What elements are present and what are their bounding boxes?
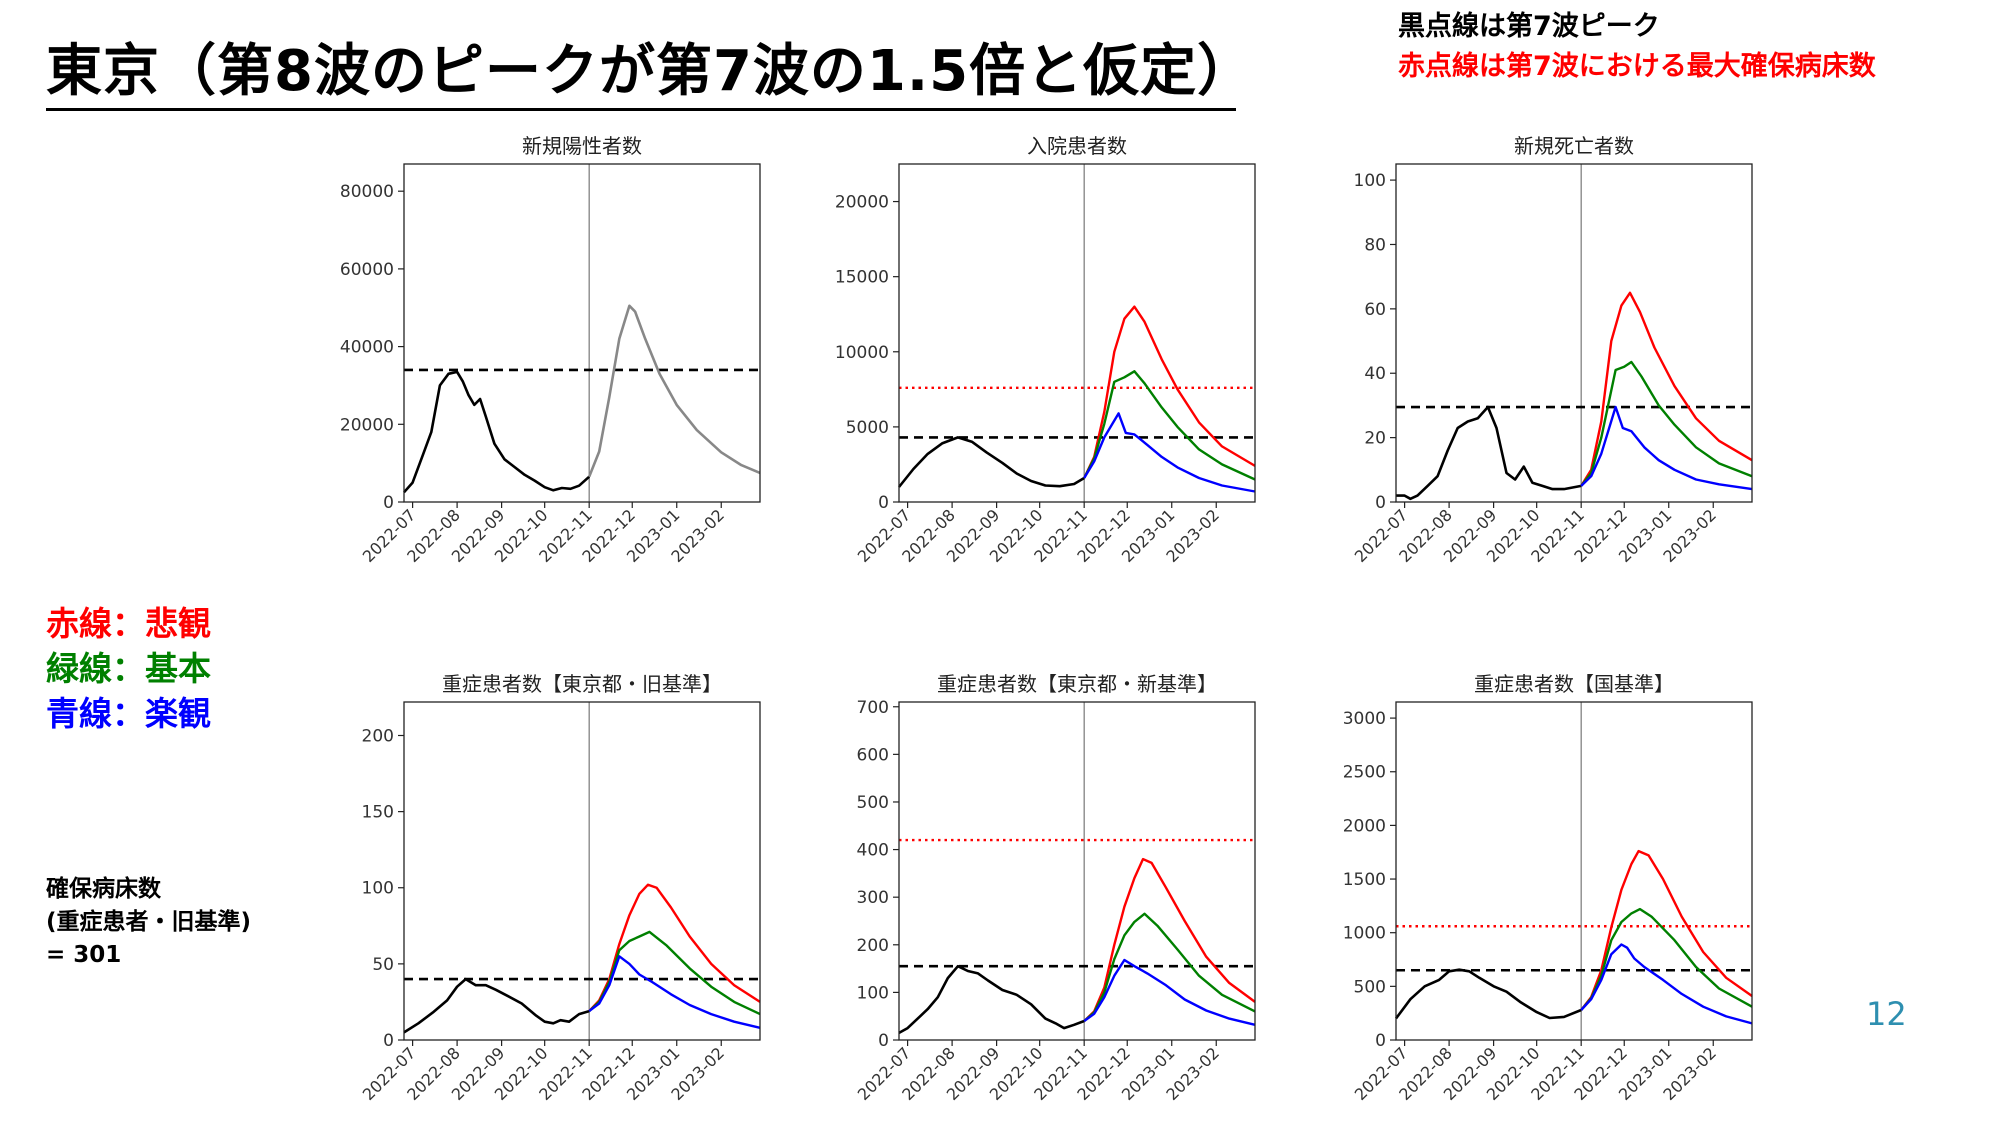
series-optimistic bbox=[588, 955, 761, 1029]
y-tick-label: 100 bbox=[362, 879, 394, 899]
note-black-dashed: 黒点線は第7波ピーク bbox=[1398, 11, 1660, 42]
series-optimistic bbox=[1083, 958, 1256, 1026]
chart-title: 重症患者数【東京都・新基準】 bbox=[937, 672, 1217, 696]
series-base bbox=[588, 930, 761, 1016]
series-pessimistic bbox=[1580, 291, 1753, 487]
chart-svg: 0500100015002000250030002022-072022-0820… bbox=[1343, 701, 1753, 1104]
y-tick-label: 150 bbox=[362, 803, 394, 823]
y-tick-label: 60000 bbox=[340, 260, 394, 280]
y-tick-label: 0 bbox=[878, 1031, 889, 1051]
series-base bbox=[1580, 907, 1753, 1011]
series-projection bbox=[587, 304, 761, 478]
series-base bbox=[1083, 370, 1256, 481]
y-tick-label: 100 bbox=[857, 983, 889, 1003]
plot-frame bbox=[403, 701, 761, 1041]
series-pessimistic bbox=[588, 883, 761, 1012]
y-tick-label: 60 bbox=[1364, 300, 1386, 320]
plot-frame bbox=[898, 701, 1256, 1041]
y-tick-label: 2000 bbox=[1343, 816, 1386, 836]
series-base bbox=[1083, 912, 1256, 1022]
series-pessimistic bbox=[1083, 857, 1256, 1022]
chart-svg: 0501001502002022-072022-082022-092022-10… bbox=[359, 701, 761, 1104]
y-tick-label: 400 bbox=[857, 841, 889, 861]
series-actual bbox=[1396, 405, 1582, 501]
y-tick-label: 50 bbox=[372, 955, 394, 975]
bed-count-value: = 301 bbox=[46, 942, 122, 968]
chart-svg: 01002003004005006007002022-072022-082022… bbox=[854, 698, 1256, 1104]
series-base bbox=[1580, 360, 1753, 487]
y-tick-label: 20000 bbox=[835, 193, 889, 213]
y-tick-label: 500 bbox=[1354, 977, 1386, 997]
chart-title: 入院患者数 bbox=[1027, 134, 1127, 158]
y-tick-label: 20000 bbox=[340, 415, 394, 435]
page-number: 12 bbox=[1866, 995, 1907, 1033]
y-tick-label: 40 bbox=[1364, 364, 1386, 384]
y-tick-label: 80 bbox=[1364, 235, 1386, 255]
series-actual bbox=[897, 436, 1085, 488]
series-optimistic bbox=[1083, 412, 1256, 493]
series-pessimistic bbox=[1083, 305, 1256, 479]
y-tick-label: 600 bbox=[857, 745, 889, 765]
legend-optimistic: 青線：楽観 bbox=[46, 694, 211, 733]
chart-svg: 0204060801002022-072022-082022-092022-10… bbox=[1351, 163, 1753, 566]
y-tick-label: 0 bbox=[383, 1031, 394, 1051]
y-tick-label: 300 bbox=[857, 888, 889, 908]
y-tick-label: 0 bbox=[383, 493, 394, 513]
y-tick-label: 500 bbox=[857, 793, 889, 813]
plot-frame bbox=[403, 163, 761, 503]
plot-frame bbox=[898, 163, 1256, 503]
chart-title: 重症患者数【国基準】 bbox=[1474, 672, 1674, 696]
legend-base: 緑線：基本 bbox=[46, 649, 211, 688]
bed-count-block: 確保病床数 (重症患者・旧基準) = 301 bbox=[46, 873, 251, 972]
chart-title: 重症患者数【東京都・旧基準】 bbox=[442, 672, 722, 696]
y-tick-label: 5000 bbox=[846, 418, 889, 438]
plot-frame bbox=[1395, 163, 1753, 503]
y-tick-label: 10000 bbox=[835, 343, 889, 363]
series-actual bbox=[403, 977, 590, 1034]
series-actual bbox=[898, 964, 1085, 1035]
y-tick-label: 700 bbox=[857, 698, 889, 718]
y-tick-label: 100 bbox=[1354, 171, 1386, 191]
bed-count-criteria: (重症患者・旧基準) bbox=[46, 909, 252, 935]
y-tick-label: 0 bbox=[878, 493, 889, 513]
slide-title: 東京（第8波のピークが第7波の1.5倍と仮定） bbox=[46, 36, 1253, 111]
y-tick-label: 40000 bbox=[340, 338, 394, 358]
bed-count-label: 確保病床数 bbox=[46, 876, 161, 902]
chart-svg: 050001000015000200002022-072022-082022-0… bbox=[835, 163, 1256, 566]
series-actual bbox=[403, 370, 591, 494]
legend-pessimistic: 赤線：悲観 bbox=[46, 604, 211, 643]
y-tick-label: 20 bbox=[1364, 429, 1386, 449]
y-tick-label: 1500 bbox=[1343, 870, 1386, 890]
series-optimistic bbox=[1580, 943, 1753, 1025]
y-tick-label: 2500 bbox=[1343, 763, 1386, 783]
series-actual bbox=[1394, 968, 1582, 1020]
y-tick-label: 0 bbox=[1375, 1031, 1386, 1051]
chart-svg: 0200004000060000800002022-072022-082022-… bbox=[340, 163, 761, 566]
y-tick-label: 80000 bbox=[340, 182, 394, 202]
y-tick-label: 200 bbox=[857, 936, 889, 956]
y-tick-label: 0 bbox=[1375, 493, 1386, 513]
y-tick-label: 200 bbox=[362, 726, 394, 746]
plot-frame bbox=[1395, 701, 1753, 1041]
y-tick-label: 1000 bbox=[1343, 924, 1386, 944]
y-tick-label: 3000 bbox=[1343, 709, 1386, 729]
chart-title: 新規陽性者数 bbox=[522, 134, 642, 158]
y-tick-label: 15000 bbox=[835, 268, 889, 288]
note-red-dotted: 赤点線は第7波における最大確保病床数 bbox=[1398, 51, 1876, 82]
chart-title: 新規死亡者数 bbox=[1514, 134, 1634, 158]
series-pessimistic bbox=[1580, 849, 1753, 1011]
series-optimistic bbox=[1580, 405, 1753, 491]
